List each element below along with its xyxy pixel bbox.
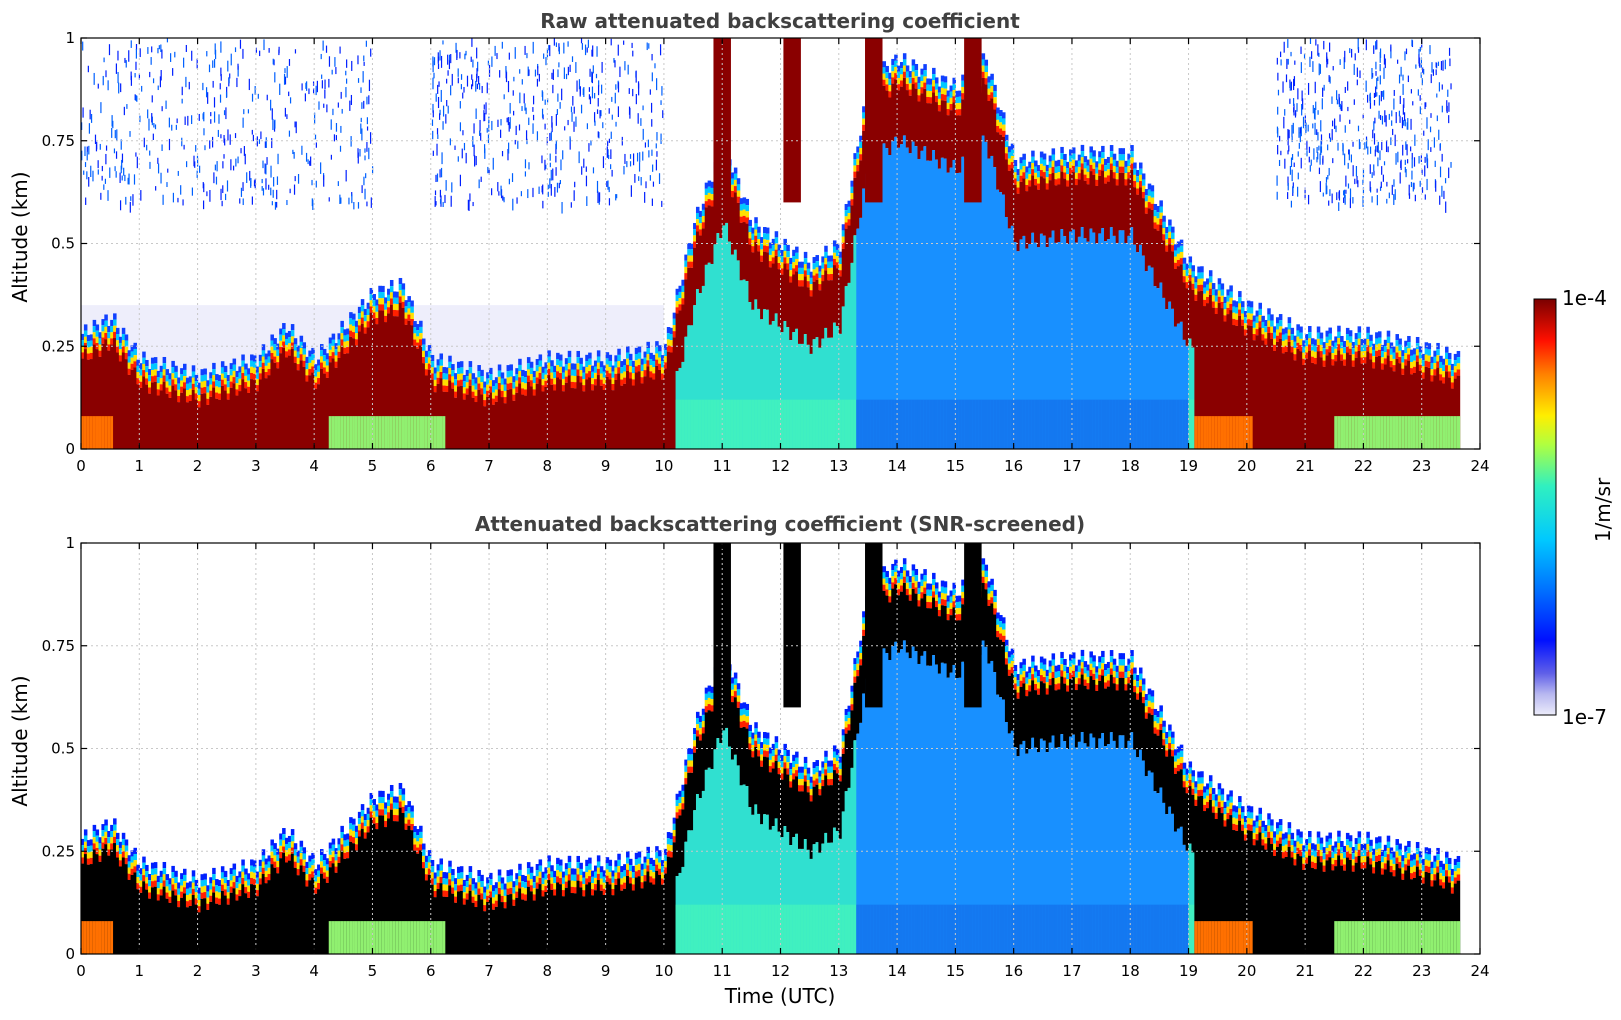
panel-raw-title: Raw attenuated backscattering coefficien… <box>540 9 1020 33</box>
x-tick-label: 6 <box>426 962 436 980</box>
x-tick-label: 21 <box>1296 962 1315 980</box>
x-tick-label: 0 <box>76 962 86 980</box>
y-tick-label: 0.75 <box>42 637 75 655</box>
x-tick-label: 8 <box>543 962 553 980</box>
x-tick-label: 7 <box>484 962 494 980</box>
x-tick-label: 11 <box>713 962 732 980</box>
x-tick-label: 3 <box>251 457 261 475</box>
x-tick-label: 6 <box>426 457 436 475</box>
x-tick-label: 15 <box>946 962 965 980</box>
x-tick-label: 24 <box>1470 962 1489 980</box>
x-tick-label: 17 <box>1062 962 1081 980</box>
colorbar-max-label: 1e-4 <box>1562 286 1607 310</box>
y-tick-label: 0.5 <box>51 740 75 758</box>
x-tick-label: 12 <box>771 457 790 475</box>
x-tick-label: 5 <box>368 457 378 475</box>
y-tick-label: 0.25 <box>42 842 75 860</box>
x-tick-label: 9 <box>601 457 611 475</box>
x-tick-label: 23 <box>1412 457 1431 475</box>
x-tick-label: 4 <box>309 457 319 475</box>
plot-frame <box>80 37 1481 450</box>
x-tick-label: 22 <box>1354 962 1373 980</box>
x-tick-label: 15 <box>946 457 965 475</box>
colorbar-unit-label: 1/m/sr <box>1591 477 1615 542</box>
x-tick-label: 22 <box>1354 457 1373 475</box>
x-tick-label: 3 <box>251 962 261 980</box>
x-tick-label: 4 <box>309 962 319 980</box>
x-tick-label: 10 <box>654 457 673 475</box>
panel-screened-grid <box>81 543 1480 954</box>
x-tick-label: 19 <box>1179 457 1198 475</box>
x-tick-label: 13 <box>829 457 848 475</box>
x-tick-label: 5 <box>368 962 378 980</box>
plot-frame <box>80 542 1481 955</box>
x-tick-label: 20 <box>1237 457 1256 475</box>
x-tick-label: 17 <box>1062 457 1081 475</box>
y-tick-label: 0 <box>65 945 75 963</box>
panel-screened-axes: 0 1 2 3 4 5 6 7 8 9 10 11 12 13 14 15 16 17 18 19 20 21 22 23 24… <box>42 534 1490 980</box>
x-tick-label: 0 <box>76 457 86 475</box>
panel-screened-title: Attenuated backscattering coefficient (S… <box>475 512 1085 536</box>
x-tick-label: 11 <box>713 457 732 475</box>
colorbar-min-label: 1e-7 <box>1562 705 1607 729</box>
x-tick-label: 1 <box>135 962 145 980</box>
x-tick-label: 14 <box>888 962 907 980</box>
y-tick-label: 1 <box>65 534 75 552</box>
panel-screened-ylabel: Altitude (km) <box>8 675 32 806</box>
panel-raw-ylabel: Altitude (km) <box>8 171 32 302</box>
colorbar-gradient <box>1533 298 1557 716</box>
x-tick-label: 16 <box>1004 457 1023 475</box>
x-tick-label: 9 <box>601 962 611 980</box>
panel-raw: Raw attenuated backscattering coefficien… <box>8 9 1490 475</box>
x-tick-label: 21 <box>1296 457 1315 475</box>
x-tick-label: 14 <box>888 457 907 475</box>
x-tick-label: 2 <box>193 962 203 980</box>
panel-raw-grid <box>81 38 1480 449</box>
colorbar: 1e-4 1e-7 1/m/sr <box>1533 286 1615 729</box>
panel-raw-axes: 0 1 2 3 4 5 6 7 8 9 10 11 12 13 14 15 16 17 18 19 20 21 22 23 24… <box>42 29 1490 475</box>
y-tick-label: 0.25 <box>42 337 75 355</box>
x-tick-label: 2 <box>193 457 203 475</box>
panel-screened: Attenuated backscattering coefficient (S… <box>8 512 1490 1008</box>
x-tick-label: 23 <box>1412 962 1431 980</box>
x-tick-label: 8 <box>543 457 553 475</box>
y-tick-label: 0.5 <box>51 235 75 253</box>
x-tick-label: 7 <box>484 457 494 475</box>
x-tick-label: 19 <box>1179 962 1198 980</box>
x-tick-label: 1 <box>135 457 145 475</box>
y-tick-label: 0.75 <box>42 132 75 150</box>
x-tick-label: 18 <box>1121 457 1140 475</box>
x-tick-label: 16 <box>1004 962 1023 980</box>
y-tick-label: 1 <box>65 29 75 47</box>
x-tick-label: 20 <box>1237 962 1256 980</box>
x-tick-label: 24 <box>1470 457 1489 475</box>
panel-screened-xlabel: Time (UTC) <box>724 984 836 1008</box>
x-tick-label: 10 <box>654 962 673 980</box>
y-tick-label: 0 <box>65 440 75 458</box>
x-tick-label: 13 <box>829 962 848 980</box>
x-tick-label: 18 <box>1121 962 1140 980</box>
x-tick-label: 12 <box>771 962 790 980</box>
